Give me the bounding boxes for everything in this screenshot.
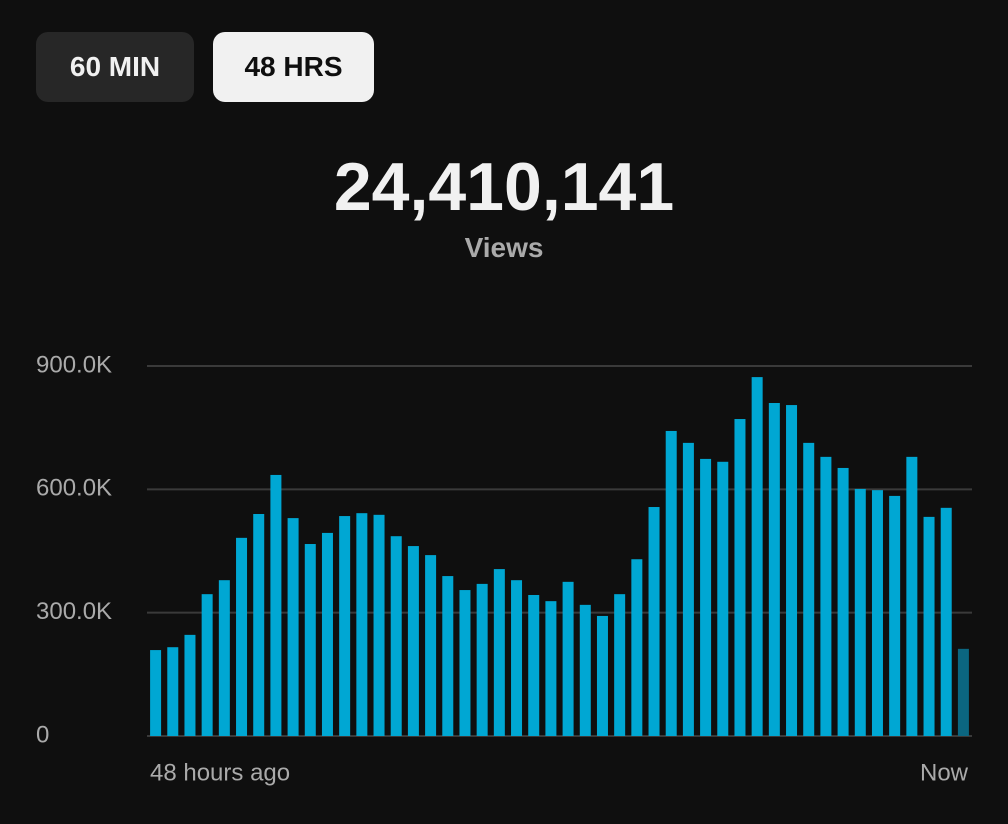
- bar: [837, 467, 849, 736]
- y-tick-label: 0: [36, 721, 49, 748]
- bar: [218, 580, 230, 736]
- bar: [665, 430, 677, 736]
- bar: [270, 474, 282, 736]
- bar: [889, 495, 901, 736]
- bar: [820, 456, 832, 736]
- y-tick-label: 600.0K: [36, 475, 112, 502]
- bar: [321, 532, 333, 736]
- bar: [700, 458, 712, 736]
- bar: [906, 456, 918, 736]
- bar: [511, 580, 523, 736]
- bar: [734, 419, 746, 736]
- bar: [425, 555, 437, 736]
- bar: [614, 594, 626, 736]
- bar: [648, 507, 660, 736]
- bar: [253, 514, 265, 736]
- tab-60-min[interactable]: 60 MIN: [36, 32, 194, 102]
- bar: [596, 615, 608, 736]
- y-tick-label: 300.0K: [36, 598, 112, 625]
- total-views: 24,410,141: [333, 149, 675, 225]
- bar: [854, 488, 866, 736]
- bar: [631, 559, 643, 736]
- total-label: Views: [464, 232, 544, 263]
- bar: [407, 546, 419, 736]
- bar: [871, 490, 883, 736]
- bar: [356, 513, 368, 736]
- bar: [442, 576, 454, 736]
- bar: [459, 590, 471, 736]
- tab-48-hrs[interactable]: 48 HRS: [213, 32, 374, 102]
- bar: [803, 442, 815, 736]
- x-tick-label: Now: [920, 759, 969, 786]
- bar: [579, 604, 591, 736]
- bar: [236, 537, 248, 736]
- bar: [717, 461, 729, 736]
- bar: [682, 442, 694, 736]
- bar: [528, 594, 540, 736]
- bar: [957, 648, 969, 736]
- bar: [184, 634, 196, 736]
- bar: [940, 507, 952, 736]
- bar: [751, 377, 763, 736]
- bar: [373, 514, 385, 736]
- bar: [545, 601, 557, 736]
- y-tick-label: 900.0K: [36, 351, 112, 378]
- bar: [167, 647, 179, 736]
- bar: [201, 594, 213, 736]
- bar: [304, 544, 316, 736]
- bar: [923, 516, 935, 736]
- bar: [476, 583, 488, 736]
- bar: [768, 403, 780, 736]
- bar: [287, 518, 299, 736]
- bar: [493, 569, 505, 736]
- bar: [339, 516, 351, 736]
- bar: [390, 536, 402, 736]
- bar: [150, 650, 162, 736]
- x-tick-label: 48 hours ago: [150, 759, 290, 786]
- bar: [786, 405, 798, 736]
- bar: [562, 581, 574, 736]
